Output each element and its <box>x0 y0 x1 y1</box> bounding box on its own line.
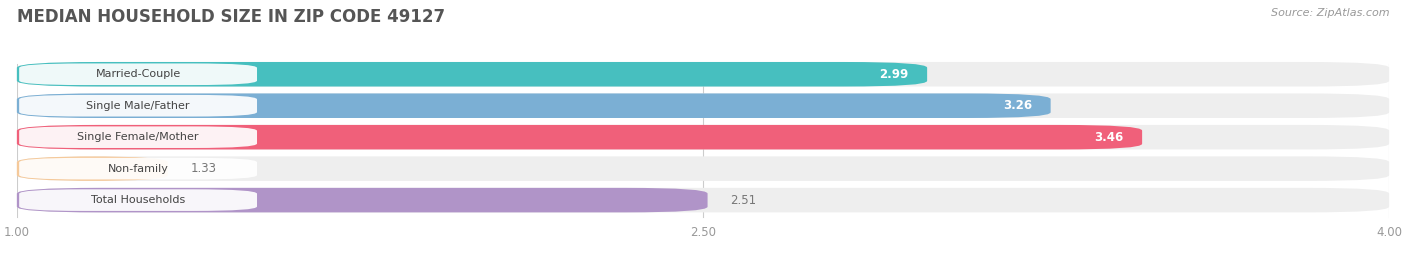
FancyBboxPatch shape <box>20 95 257 116</box>
Text: Source: ZipAtlas.com: Source: ZipAtlas.com <box>1271 8 1389 18</box>
Text: 3.46: 3.46 <box>1095 131 1123 144</box>
FancyBboxPatch shape <box>17 93 1389 118</box>
FancyBboxPatch shape <box>17 62 927 87</box>
Text: 1.33: 1.33 <box>191 162 217 175</box>
Text: 2.51: 2.51 <box>731 194 756 207</box>
FancyBboxPatch shape <box>17 93 1050 118</box>
Text: Total Households: Total Households <box>91 195 186 205</box>
FancyBboxPatch shape <box>20 126 257 148</box>
FancyBboxPatch shape <box>17 188 1389 213</box>
FancyBboxPatch shape <box>17 125 1389 150</box>
Text: 2.99: 2.99 <box>880 68 908 81</box>
Text: Married-Couple: Married-Couple <box>96 69 181 79</box>
Text: Single Female/Mother: Single Female/Mother <box>77 132 198 142</box>
Text: MEDIAN HOUSEHOLD SIZE IN ZIP CODE 49127: MEDIAN HOUSEHOLD SIZE IN ZIP CODE 49127 <box>17 8 444 26</box>
FancyBboxPatch shape <box>20 189 257 211</box>
FancyBboxPatch shape <box>20 63 257 85</box>
Text: Non-family: Non-family <box>108 164 169 174</box>
Text: 3.26: 3.26 <box>1004 99 1032 112</box>
FancyBboxPatch shape <box>17 188 707 213</box>
FancyBboxPatch shape <box>17 156 167 181</box>
FancyBboxPatch shape <box>17 125 1142 150</box>
FancyBboxPatch shape <box>17 62 1389 87</box>
Text: Single Male/Father: Single Male/Father <box>86 101 190 111</box>
FancyBboxPatch shape <box>20 158 257 179</box>
FancyBboxPatch shape <box>17 156 1389 181</box>
